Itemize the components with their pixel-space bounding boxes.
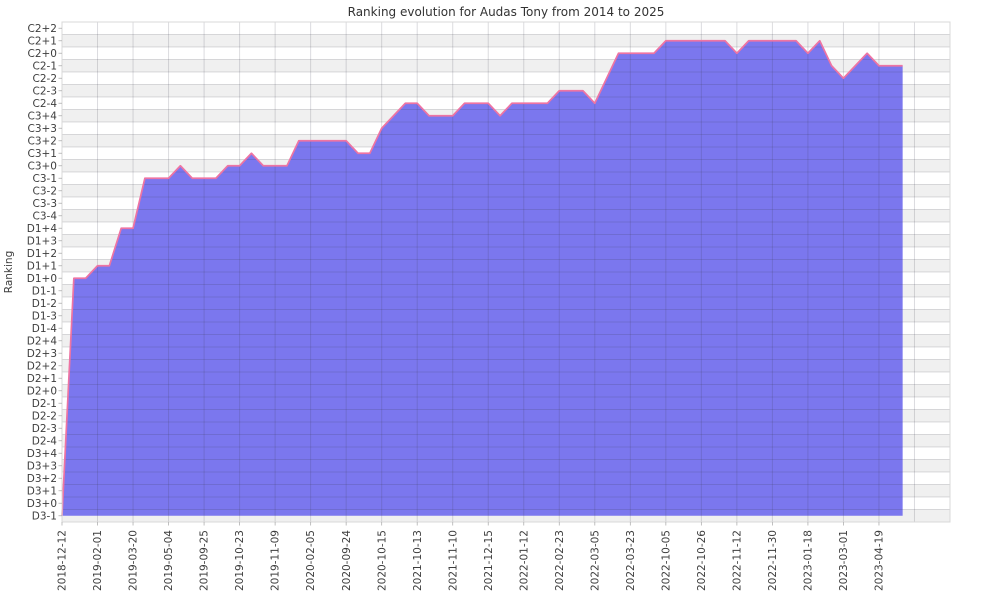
y-axis-tick-labels: C2+2C2+1C2+0C2-1C2-2C2-3C2-4C3+4C3+3C3+2… — [27, 23, 58, 522]
y-tick-label: D1-4 — [32, 323, 58, 335]
x-tick-label: 2020-10-15 — [376, 530, 388, 591]
y-tick-label: C3-2 — [33, 185, 57, 197]
x-tick-label: 2023-03-01 — [838, 530, 850, 591]
y-axis-label: Ranking — [3, 251, 15, 293]
x-tick-label: 2019-02-01 — [92, 530, 104, 591]
x-tick-label: 2022-03-23 — [625, 530, 637, 591]
y-tick-label: D2-1 — [32, 398, 57, 410]
x-tick-label: 2019-05-04 — [163, 530, 175, 591]
ranking-area-series — [62, 40, 903, 516]
x-tick-label: 2019-03-20 — [128, 530, 140, 591]
y-tick-label: C3+3 — [28, 123, 58, 135]
y-tick-label: D1-3 — [32, 310, 57, 322]
y-tick-label: D1-1 — [32, 285, 57, 297]
x-tick-label: 2021-12-15 — [483, 530, 495, 591]
ranking-line — [61, 39, 903, 516]
x-tick-label: 2023-01-18 — [803, 530, 815, 591]
x-tick-label: 2022-10-26 — [696, 530, 708, 591]
x-tick-label: 2022-10-05 — [660, 530, 672, 591]
x-tick-label: 2018-12-12 — [57, 530, 69, 591]
x-tick-label: 2019-11-09 — [270, 530, 282, 591]
y-tick-label: D2+3 — [27, 348, 57, 360]
y-tick-label: D1+4 — [27, 223, 58, 235]
x-tick-label: 2022-11-12 — [731, 530, 743, 591]
y-tick-label: D3+1 — [27, 485, 57, 497]
y-tick-label: D3-1 — [32, 510, 57, 522]
y-tick-label: C3+0 — [28, 160, 58, 172]
axis-tick-marks — [58, 27, 880, 526]
y-tick-label: D2+4 — [27, 335, 58, 347]
x-tick-label: 2020-02-05 — [305, 530, 317, 591]
y-tick-label: D2+1 — [27, 373, 57, 385]
y-tick-label: C2-4 — [33, 98, 58, 110]
y-tick-label: D1+3 — [27, 235, 57, 247]
chart-title: Ranking evolution for Audas Tony from 20… — [348, 5, 665, 19]
y-tick-label: D1+0 — [27, 273, 57, 285]
y-tick-label: C2+1 — [28, 35, 58, 47]
y-tick-label: D3+0 — [27, 498, 57, 510]
y-tick-label: D3+2 — [27, 473, 57, 485]
y-tick-label: C3-1 — [33, 173, 57, 185]
y-tick-label: D1-2 — [32, 298, 57, 310]
x-tick-label: 2023-04-19 — [874, 530, 886, 591]
y-tick-label: D3+4 — [27, 448, 58, 460]
y-tick-label: C2+0 — [28, 48, 58, 60]
x-tick-label: 2022-11-30 — [767, 530, 779, 591]
y-tick-label: C2+2 — [28, 23, 58, 35]
x-tick-label: 2021-11-10 — [447, 530, 459, 591]
area-fill — [62, 40, 903, 516]
line-stroke — [61, 39, 903, 516]
y-tick-label: C3-3 — [33, 198, 57, 210]
x-tick-label: 2019-09-25 — [199, 530, 211, 591]
x-tick-label: 2020-09-24 — [341, 530, 353, 591]
y-tick-label: C3+1 — [28, 148, 58, 160]
y-tick-label: D2+0 — [27, 385, 57, 397]
y-tick-label: D2-4 — [32, 435, 58, 447]
x-axis-tick-labels: 2018-12-12 2019-02-01 2019-03-20 2019-05-04… — [57, 530, 886, 591]
y-tick-label: C2-3 — [33, 85, 57, 97]
y-tick-label: C3-4 — [33, 210, 58, 222]
y-tick-label: C3+4 — [28, 110, 58, 122]
y-tick-label: D1+1 — [27, 260, 57, 272]
x-tick-label: 2022-03-05 — [589, 530, 601, 591]
y-tick-label: C2-2 — [33, 73, 57, 85]
x-tick-label: 2022-02-23 — [554, 530, 566, 591]
gridlines — [61, 21, 951, 523]
y-tick-label: C3+2 — [28, 135, 58, 147]
y-tick-label: D3+3 — [27, 460, 57, 472]
x-tick-label: 2021-10-13 — [412, 530, 424, 591]
plot-border-rect — [61, 21, 951, 523]
y-tick-label: D2-3 — [32, 423, 57, 435]
y-tick-label: C2-1 — [33, 60, 57, 72]
y-tick-label: D1+2 — [27, 248, 57, 260]
x-tick-label: 2019-10-23 — [234, 530, 246, 591]
y-tick-label: D2+2 — [27, 360, 57, 372]
plot-border — [61, 21, 951, 523]
y-tick-label: D2-2 — [32, 410, 57, 422]
x-tick-label: 2022-01-12 — [518, 530, 530, 591]
